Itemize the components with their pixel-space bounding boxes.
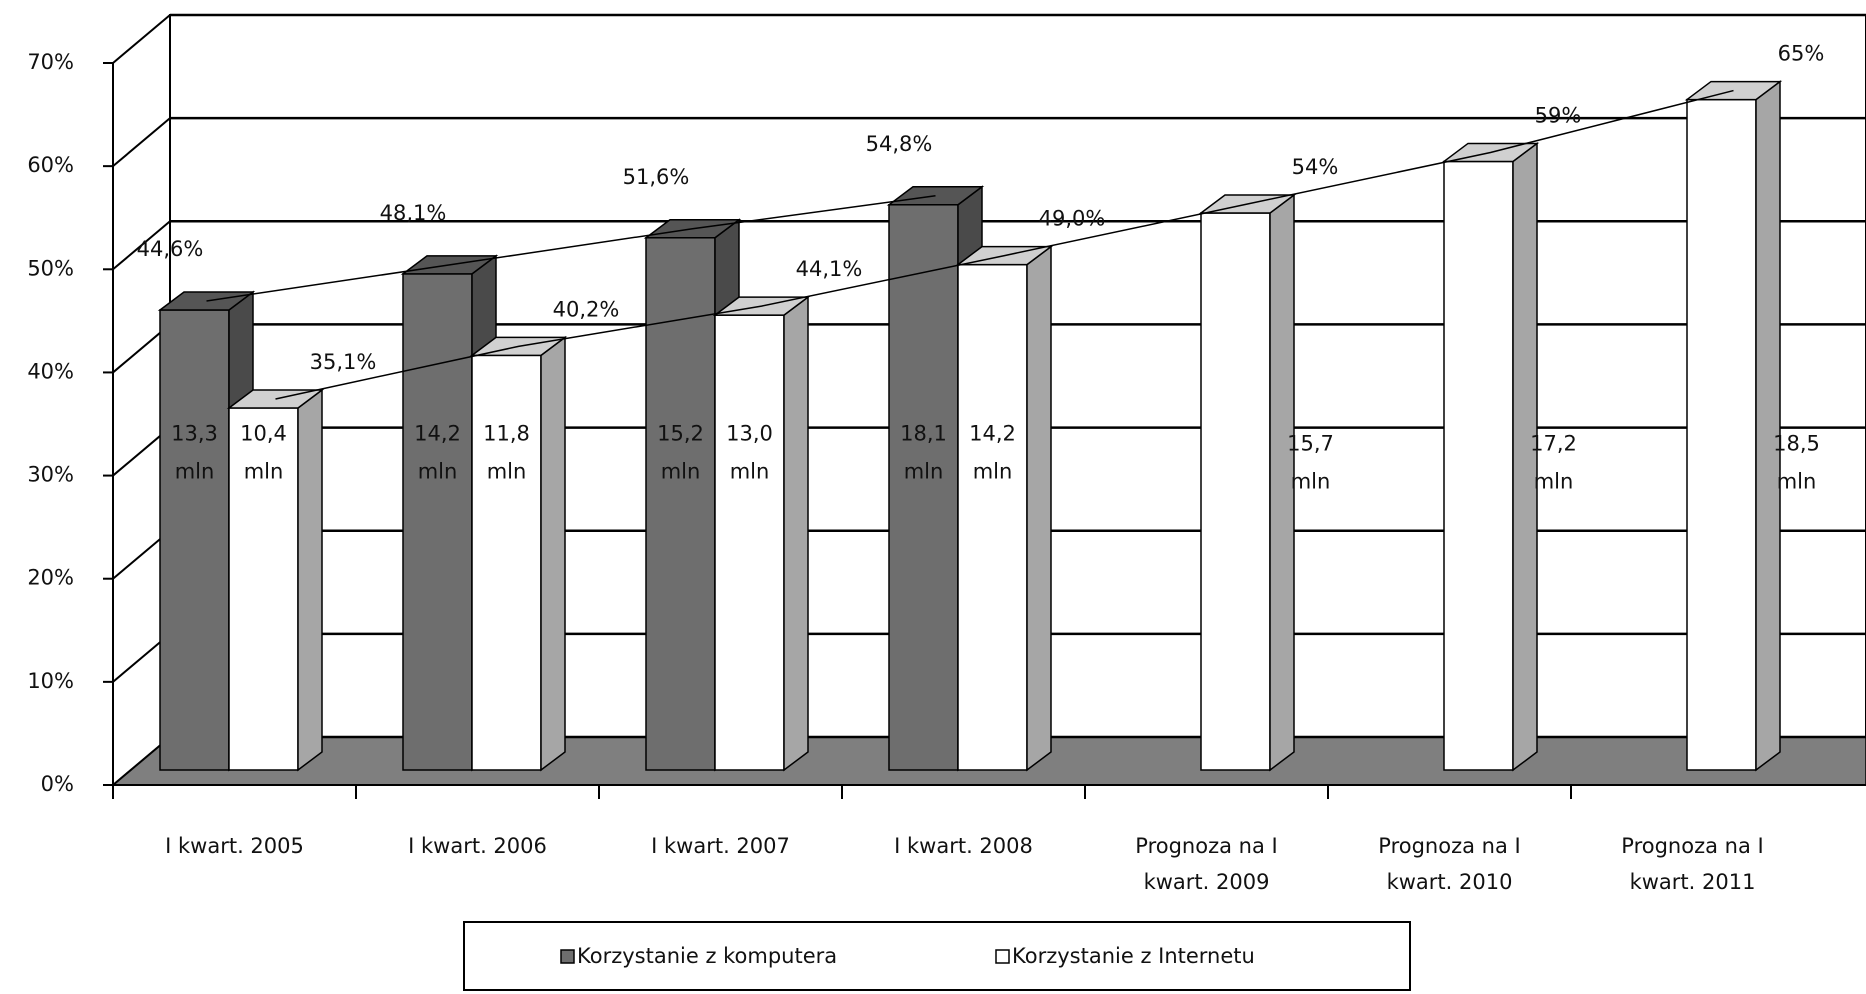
- bar: [955, 245, 1054, 772]
- bar-side: [1026, 245, 1052, 772]
- annotation: 14,2 mln: [414, 422, 461, 484]
- y-tick-label: 70%: [27, 50, 74, 74]
- value-label: 54,8%: [866, 132, 933, 156]
- y-tick-label: 0%: [41, 772, 74, 796]
- bar: [1441, 141, 1540, 772]
- bar-side: [783, 295, 809, 772]
- trend-line: [206, 195, 936, 302]
- y-tick-label: 30%: [27, 463, 74, 487]
- grid-line-side: [112, 14, 171, 64]
- x-tick-label: I kwart. 2006: [408, 834, 547, 858]
- legend-swatch: [560, 949, 575, 964]
- value-label: 35,1%: [310, 350, 377, 374]
- annotation: 14,2 mln: [969, 422, 1016, 484]
- bar: [226, 388, 325, 772]
- bar-front: [228, 407, 299, 771]
- value-label: 59%: [1535, 103, 1582, 127]
- value-label: 40,2%: [553, 297, 620, 321]
- bar-front: [159, 309, 230, 771]
- legend-label: Korzystanie z komputera: [577, 944, 837, 968]
- grid-line-side: [112, 220, 171, 271]
- annotation: 10,4 mln: [240, 422, 287, 484]
- y-tick-label: 10%: [27, 669, 74, 693]
- bar-front: [645, 237, 716, 771]
- annotation: 13,3 mln: [171, 422, 218, 484]
- value-label: 49,0%: [1039, 207, 1106, 231]
- value-label: 44,6%: [137, 237, 204, 261]
- trend-line: [275, 89, 1734, 400]
- annotation: 18,5 mln: [1773, 432, 1820, 494]
- bar-front: [714, 314, 785, 771]
- value-label: 54%: [1292, 155, 1339, 179]
- annotation: 18,1 mln: [900, 422, 947, 484]
- bar-front: [1200, 212, 1271, 771]
- value-label: 44,1%: [796, 257, 863, 281]
- x-tick-label: I kwart. 2005: [165, 834, 304, 858]
- bar-side: [540, 335, 566, 772]
- legend-swatch: [995, 949, 1010, 964]
- bar: [1684, 80, 1783, 772]
- grid-line-side: [112, 117, 171, 167]
- legend-label: Korzystanie z Internetu: [1012, 944, 1255, 968]
- x-tick-label: I kwart. 2007: [651, 834, 790, 858]
- bar-side: [297, 388, 323, 772]
- annotation: 15,2 mln: [657, 422, 704, 484]
- annotation: 15,7 mln: [1287, 432, 1334, 494]
- bar-front: [471, 354, 542, 771]
- value-label: 48,1%: [380, 201, 447, 225]
- y-tick-label: 60%: [27, 153, 74, 177]
- bar-front: [402, 273, 473, 771]
- y-tick-label: 20%: [27, 566, 74, 590]
- bar-front: [1443, 160, 1514, 771]
- x-tick-label: I kwart. 2008: [894, 834, 1033, 858]
- value-label: 51,6%: [623, 165, 690, 189]
- annotation: 17,2 mln: [1530, 432, 1577, 494]
- bar-front: [1686, 98, 1757, 771]
- bar: [712, 295, 811, 772]
- annotation: 11,8 mln: [483, 422, 530, 484]
- bar-side: [1755, 80, 1781, 772]
- bar-side: [1512, 141, 1538, 772]
- bar: [469, 335, 568, 772]
- bar: [1198, 193, 1297, 772]
- legend-box: [463, 921, 1411, 991]
- value-label: 65%: [1778, 42, 1825, 66]
- y-tick-label: 50%: [27, 256, 74, 280]
- bar-front: [957, 263, 1028, 771]
- bar-front: [888, 204, 959, 771]
- y-tick-label: 40%: [27, 359, 74, 383]
- annotation: 13,0 mln: [726, 422, 773, 484]
